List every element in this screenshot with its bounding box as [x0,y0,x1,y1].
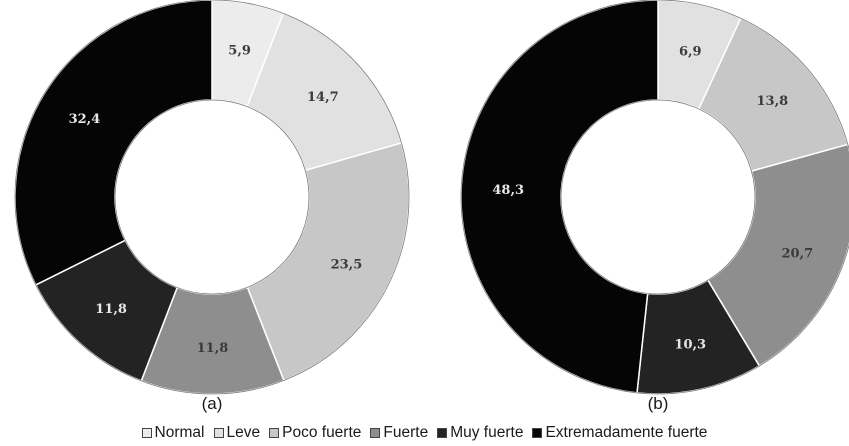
legend-item-extremadamente-fuerte: Extremadamente fuerte [532,424,707,442]
slice-label-a-fuerte: 11,8 [197,341,229,356]
slice-label-a-poco-fuerte: 23,5 [331,258,363,273]
legend-label-normal: Normal [154,424,205,441]
legend-swatch-leve [213,428,224,438]
legend-swatch-extremadamente-fuerte [532,428,543,438]
legend-swatch-poco-fuerte [269,428,280,438]
legend-item-poco-fuerte: Poco fuerte [269,424,361,442]
chart-caption-a: (a) [202,394,223,413]
legend-swatch-muy-fuerte [437,428,448,438]
legend-label-poco-fuerte: Poco fuerte [282,424,362,441]
legend-item-normal: Normal [141,424,205,442]
slice-label-a-extremadamente-fuerte: 32,4 [69,112,101,127]
legend-label-fuerte: Fuerte [383,424,429,441]
donut-outline-b [460,0,849,395]
slice-label-b-fuerte: 20,7 [781,247,813,262]
slice-label-b-poco-fuerte: 13,8 [757,94,789,109]
legend-label-leve: Leve [226,424,261,441]
legend-swatch-fuerte [370,428,381,438]
slice-label-b-muy-fuerte: 10,3 [674,337,706,352]
slice-label-a-muy-fuerte: 11,8 [95,302,127,317]
chart-caption-b: (b) [648,394,669,413]
donut-hole-a [114,99,310,295]
legend-swatch-normal [141,428,152,438]
donut-chart-b: 06,913,820,710,348,3 [460,0,849,395]
chart-legend: Normal Leve Poco fuerte Fuerte Muy fuerte Ext… [0,421,849,445]
legend-item-leve: Leve [213,424,261,442]
legend-item-fuerte: Fuerte [370,424,428,442]
donut-hole-b [560,99,756,295]
slice-label-b-extremadamente-fuerte: 48,3 [492,183,524,198]
donut-chart-a: 5,9 14,7 23,5 11,8 11,8 32,4 [14,0,410,395]
donut-outline-a [14,0,410,395]
slice-label-b-leve: 6,9 [679,45,702,60]
slice-label-a-normal: 5,9 [228,44,251,59]
legend-label-muy-fuerte: Muy fuerte [450,424,524,441]
slice-label-a-leve: 14,7 [307,90,339,105]
legend-label-extremadamente-fuerte: Extremadamente fuerte [545,424,708,441]
legend-item-muy-fuerte: Muy fuerte [437,424,523,442]
